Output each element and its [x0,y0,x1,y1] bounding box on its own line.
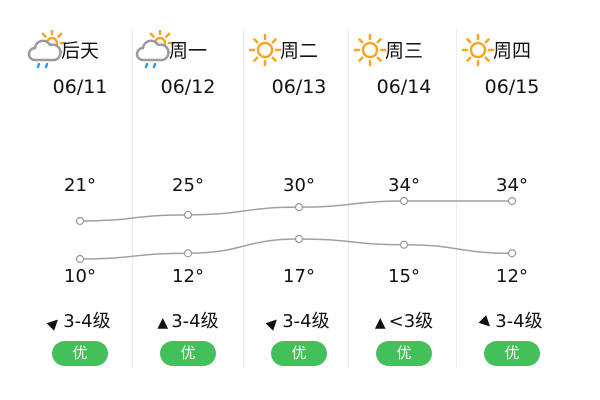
low-temp: 12° [496,266,528,287]
wind-direction-icon: ▲ [157,315,169,331]
day-date: 06/13 [271,76,327,98]
wind-level: 3-4级 [63,311,111,332]
day-date: 06/14 [376,76,432,98]
sun-icon [350,30,390,70]
high-temp-point [399,196,409,206]
cloud-sun-rain-icon [26,28,67,70]
day-name: 周二 [279,40,318,62]
high-temp-point [75,216,85,226]
day-name: 周四 [492,40,531,62]
aqi-badge: 优 [160,341,216,366]
wind-direction-icon: ▲ [374,315,386,331]
wind-level: <3级 [388,311,434,332]
wind: ▲ <3级 [350,307,458,333]
forecast-day-0: 后天 06/11 21° 10° ▲3-4级 优 [26,28,134,368]
cloud-sun-rain-icon [134,28,175,70]
high-temp-point [183,210,193,219]
day-name: 后天 [60,40,99,62]
wind-level: 3-4级 [171,311,219,332]
aqi-badge: 优 [484,341,540,366]
aqi-badge: 优 [376,341,432,366]
column-divider [243,30,244,368]
wind-level: 3-4级 [495,311,543,332]
wind: ▲3-4级 [245,307,353,333]
low-temp-point [183,249,193,258]
high-temp-line [79,200,512,222]
high-temp: 25° [172,175,204,196]
low-temp-point [399,240,409,249]
wind: ▲3-4级 [134,307,242,333]
wind-level: 3-4级 [282,311,330,332]
low-temp: 10° [64,266,96,287]
aqi-badge: 优 [52,341,108,366]
high-temp: 34° [496,175,528,196]
day-date: 06/12 [160,76,216,98]
day-name: 周三 [384,40,423,62]
sun-icon [458,30,498,70]
low-temp-point [294,234,304,244]
low-temp-point [507,249,517,258]
day-date: 06/15 [484,76,540,98]
sun-icon [245,30,285,70]
high-temp-point [294,203,304,212]
wind: ▲3-4级 [458,307,566,333]
aqi-badge: 优 [271,341,327,366]
low-temp-line [79,238,513,260]
forecast-day-1: 周一 06/12 25° 12° ▲ 3-4级 优 [134,28,242,368]
high-temp-point [507,196,517,206]
high-temp: 34° [388,175,420,196]
wind: ▲3-4级 [26,307,134,333]
forecast-day-3: 周三 06/14 34° 15° ▲ <3级 优 [350,30,458,368]
column-divider [348,30,349,368]
day-date: 06/11 [52,76,108,98]
high-temp: 30° [283,175,315,196]
day-name: 周一 [168,40,207,62]
column-divider [132,30,133,368]
column-divider [456,30,457,368]
low-temp: 15° [388,266,420,287]
low-temp: 12° [172,266,204,287]
low-temp-point [75,254,85,264]
high-temp: 21° [64,175,96,196]
forecast-day-2: 周二 06/13 30° 17° ▲3-4级 优 [245,30,353,368]
forecast-day-4: 周四 06/15 34° 12° ▲3-4级 优 [458,30,566,368]
low-temp: 17° [283,266,315,287]
